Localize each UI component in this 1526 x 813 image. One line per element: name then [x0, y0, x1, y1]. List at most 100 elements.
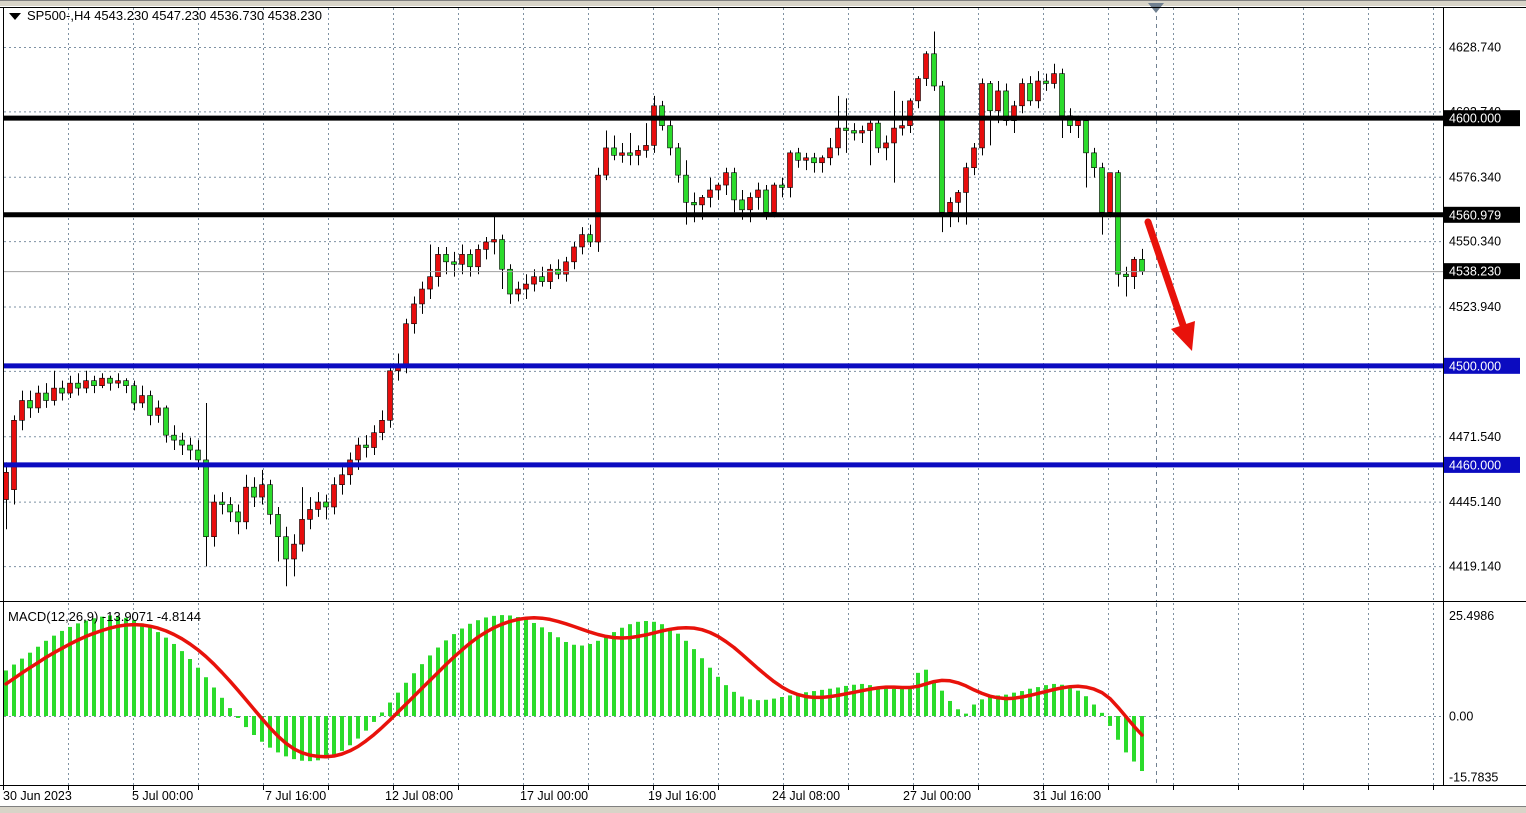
- bull-candle: [411, 303, 417, 325]
- macd-histogram-bar: [932, 681, 936, 716]
- price-badge-label: 4500.000: [1449, 359, 1501, 373]
- macd-histogram-bar: [76, 623, 80, 716]
- macd-histogram-bar: [4, 670, 8, 716]
- bull-candle: [955, 192, 961, 203]
- macd-histogram-bar: [204, 677, 208, 716]
- macd-axis-label: 25.4986: [1449, 609, 1494, 623]
- macd-histogram-bar: [644, 621, 648, 716]
- macd-histogram-bar: [92, 618, 96, 716]
- bull-candle: [331, 484, 337, 508]
- bear-candle: [1139, 259, 1145, 272]
- bull-candle: [299, 519, 305, 545]
- macd-histogram-bar: [748, 699, 752, 716]
- macd-histogram-bar: [1004, 694, 1008, 716]
- time-axis-label: 31 Jul 16:00: [1033, 789, 1101, 803]
- macd-histogram-bar: [468, 623, 472, 716]
- macd-histogram-bar: [452, 634, 456, 716]
- macd-histogram-bar: [636, 621, 640, 716]
- bull-candle: [971, 147, 977, 169]
- bull-candle: [563, 261, 569, 275]
- bull-candle: [475, 249, 481, 268]
- macd-histogram-bar: [764, 699, 768, 716]
- bull-candle: [427, 276, 433, 290]
- macd-signal-line: [4, 616, 1144, 759]
- bear-candle: [627, 152, 633, 156]
- macd-histogram-bar: [220, 697, 224, 716]
- bear-candle: [1027, 83, 1033, 102]
- macd-histogram-bar: [908, 686, 912, 716]
- macd-histogram-bar: [1020, 691, 1024, 716]
- macd-histogram-bar: [724, 685, 728, 716]
- bull-candle: [1075, 120, 1081, 126]
- macd-histogram-bar: [884, 687, 888, 716]
- macd-histogram-bar: [316, 716, 320, 761]
- macd-histogram-bar: [52, 635, 56, 716]
- bull-candle: [243, 486, 249, 523]
- bull-candle: [891, 127, 897, 144]
- bull-candle: [315, 501, 321, 510]
- bull-candle: [787, 152, 793, 188]
- macd-histogram-bar: [132, 620, 136, 716]
- bull-candle: [35, 392, 41, 409]
- macd-histogram-bar: [804, 692, 808, 716]
- bear-candle: [731, 172, 737, 201]
- bull-candle: [747, 197, 753, 211]
- bull-candle: [603, 147, 609, 176]
- macd-histogram-bar: [1092, 704, 1096, 716]
- macd-histogram-bar: [36, 646, 40, 716]
- bear-candle: [811, 157, 817, 164]
- macd-histogram-bar: [364, 716, 368, 731]
- macd-histogram-bar: [596, 640, 600, 716]
- bull-candle: [947, 202, 953, 213]
- macd-histogram-bar: [660, 624, 664, 716]
- trend-arrow[interactable]: [1144, 218, 1195, 351]
- bear-candle: [363, 444, 369, 448]
- macd-histogram-bar: [292, 716, 296, 760]
- bull-candle: [915, 78, 921, 102]
- macd-histogram-bar: [228, 708, 232, 716]
- macd-histogram-bar: [1132, 716, 1136, 762]
- bear-candle: [683, 174, 689, 203]
- bear-candle: [187, 444, 193, 451]
- bull-candle: [307, 509, 313, 520]
- macd-histogram-bar: [532, 622, 536, 716]
- bull-candle: [459, 254, 465, 265]
- macd-histogram-bar: [180, 651, 184, 716]
- bull-candle: [771, 184, 777, 213]
- symbol-expand-icon[interactable]: [9, 13, 21, 20]
- bull-candle: [291, 543, 297, 560]
- macd-histogram-bar: [972, 704, 976, 716]
- macd-histogram-bar: [684, 640, 688, 716]
- bear-candle: [235, 511, 241, 523]
- bear-candle: [147, 395, 153, 416]
- macd-histogram-bar: [124, 617, 128, 716]
- macd-histogram-bar: [1124, 716, 1128, 753]
- bull-candle: [1131, 259, 1137, 277]
- macd-histogram-bar: [436, 647, 440, 716]
- price-tick-label: 4419.140: [1449, 560, 1501, 574]
- bull-candle: [619, 152, 625, 156]
- macd-histogram-bar: [388, 702, 392, 716]
- bear-candle: [987, 83, 993, 112]
- bull-candle: [211, 501, 217, 538]
- bear-candle: [179, 439, 185, 446]
- bear-candle: [219, 501, 225, 505]
- macd-histogram-bar: [20, 658, 24, 716]
- bull-candle: [515, 288, 521, 295]
- macd-histogram-bar: [1100, 712, 1104, 716]
- macd-histogram-bar: [324, 716, 328, 759]
- macd-histogram-bar: [580, 645, 584, 716]
- bear-candle: [1043, 80, 1049, 84]
- macd-indicator-header: MACD(12,26,9) -13.9071 -4.8144: [8, 609, 201, 624]
- bear-candle: [75, 382, 81, 389]
- macd-histogram-bar: [860, 683, 864, 716]
- macd-histogram-bar: [628, 624, 632, 716]
- macd-histogram-bar: [236, 716, 240, 718]
- macd-histogram-bar: [492, 615, 496, 716]
- bull-candle: [707, 189, 713, 198]
- macd-histogram-bar: [252, 716, 256, 735]
- macd-histogram-bar: [516, 617, 520, 716]
